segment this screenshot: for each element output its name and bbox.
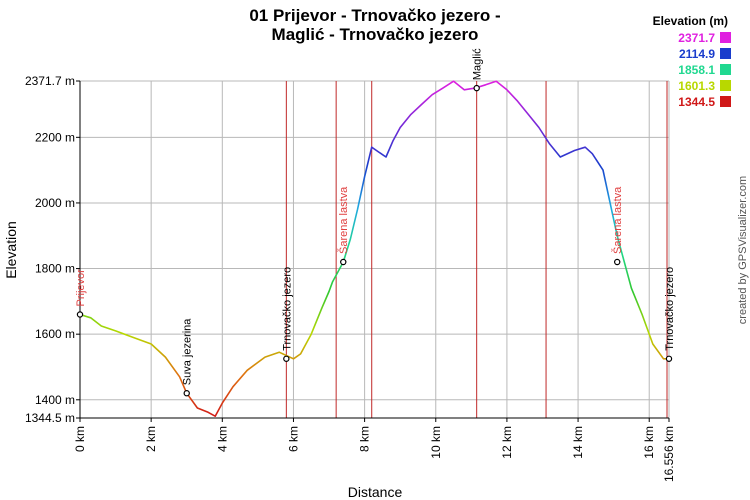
waypoint-dot [473, 84, 480, 92]
y-tick-label: 2000 m [35, 196, 75, 210]
legend-swatch [720, 64, 731, 75]
waypoint-dot [76, 311, 84, 318]
y-tick-labels: 1344.5 m 1400 m 1600 m 1800 m 2000 m 2200 m 23… [25, 74, 75, 425]
waypoints: Prijevor Suva jezerina Trnovačko jezero Šar… [75, 48, 676, 397]
y-tick-label: 1400 m [35, 393, 75, 407]
y-tick-label: 1344.5 m [25, 411, 75, 425]
x-tick-label: 6 km [286, 426, 300, 452]
y-tick-label: 2200 m [35, 130, 75, 144]
waypoint-dot [614, 258, 621, 266]
legend: Elevation (m) 2371.7 2114.9 1858.1 1601.3 13… [653, 14, 731, 109]
legend-value: 2114.9 [679, 47, 715, 61]
axes [76, 80, 670, 422]
x-tick-label: 8 km [358, 426, 372, 452]
x-tick-label: 12 km [500, 426, 514, 459]
y-tick-label: 2371.7 m [25, 74, 75, 88]
legend-swatch [720, 80, 731, 91]
legend-value: 2371.7 [678, 31, 715, 45]
x-tick-label: 16.556 km [662, 426, 676, 482]
legend-swatch [720, 48, 731, 59]
x-axis-label: Distance [348, 484, 403, 500]
legend-value: 1344.5 [678, 95, 715, 109]
chart-title-line-2: Maglić - Trnovačko jezero [272, 25, 479, 44]
waypoint-dot [183, 390, 190, 397]
elevation-profile-line [79, 80, 669, 418]
x-tick-labels: 0 km 2 km 4 km 6 km 8 km 10 km 12 km 14 km 16 km… [73, 426, 676, 482]
legend-value: 1601.3 [678, 79, 715, 93]
y-axis-label: Elevation [3, 221, 19, 279]
waypoint-label: Prijevor [75, 269, 87, 307]
waypoint-label: Šarena lastva [337, 186, 350, 254]
waypoint-dot [665, 355, 673, 362]
x-tick-label: 2 km [144, 426, 158, 452]
x-tick-label: 16 km [642, 426, 656, 459]
waypoint-dot [283, 355, 290, 362]
grid [79, 80, 670, 419]
waypoint-label: Šarena lastva [611, 186, 624, 254]
credit-text: created by GPSVisualizer.com [737, 176, 749, 324]
waypoint-label: Maglić [472, 48, 484, 80]
x-tick-label: 10 km [429, 426, 443, 459]
waypoint-label: Trnovačko jezero [281, 267, 293, 351]
legend-swatch [720, 32, 731, 43]
series [79, 80, 669, 418]
legend-value: 1858.1 [678, 63, 715, 77]
waypoint-label: Trnovačko jezero [664, 267, 676, 351]
chart-title-line-1: 01 Prijevor - Trnovačko jezero - [249, 6, 500, 25]
x-tick-label: 4 km [215, 426, 229, 452]
legend-swatch [720, 96, 731, 107]
y-tick-label: 1800 m [35, 262, 75, 276]
x-tick-label: 14 km [571, 426, 585, 459]
x-tick-label: 0 km [73, 426, 87, 452]
waypoint-label: Suva jezerina [182, 318, 194, 386]
waypoint-dot [340, 258, 347, 266]
legend-title: Elevation (m) [653, 14, 728, 28]
y-tick-label: 1600 m [35, 327, 75, 341]
